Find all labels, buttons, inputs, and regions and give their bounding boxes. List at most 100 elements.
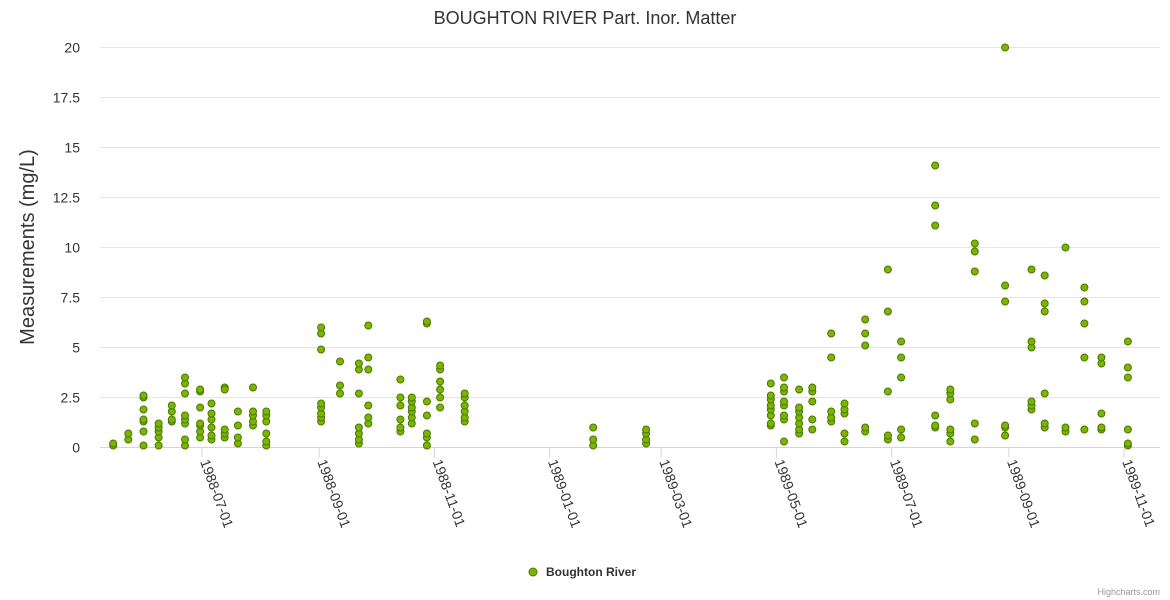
- data-point[interactable]: [196, 419, 205, 428]
- data-point[interactable]: [181, 435, 189, 444]
- data-point[interactable]: [460, 389, 469, 398]
- credits-link[interactable]: Highcharts.com: [1097, 587, 1160, 597]
- data-point[interactable]: [780, 383, 788, 392]
- data-point[interactable]: [883, 431, 892, 440]
- data-point[interactable]: [207, 431, 216, 440]
- data-point[interactable]: [317, 323, 326, 332]
- data-point[interactable]: [249, 407, 257, 416]
- data-point[interactable]: [422, 411, 431, 420]
- data-point[interactable]: [396, 401, 405, 410]
- data-point[interactable]: [196, 403, 205, 412]
- data-point[interactable]: [364, 413, 373, 422]
- data-point[interactable]: [1080, 353, 1089, 362]
- data-point[interactable]: [883, 265, 892, 274]
- data-point[interactable]: [897, 425, 906, 434]
- data-point[interactable]: [109, 439, 118, 448]
- data-point[interactable]: [207, 409, 216, 418]
- legend[interactable]: Boughton River: [528, 565, 636, 579]
- data-point[interactable]: [931, 421, 940, 430]
- data-point[interactable]: [1027, 337, 1036, 346]
- data-point[interactable]: [1001, 43, 1010, 52]
- data-point[interactable]: [808, 425, 817, 434]
- data-point[interactable]: [795, 385, 804, 394]
- data-point[interactable]: [766, 391, 775, 400]
- data-point[interactable]: [233, 407, 242, 416]
- data-point[interactable]: [808, 383, 817, 392]
- data-point[interactable]: [780, 397, 788, 406]
- data-point[interactable]: [780, 373, 788, 382]
- data-point[interactable]: [827, 407, 836, 416]
- data-point[interactable]: [970, 247, 979, 256]
- data-point[interactable]: [139, 415, 148, 424]
- data-point[interactable]: [1097, 409, 1106, 418]
- data-point[interactable]: [436, 361, 445, 370]
- data-point[interactable]: [1001, 297, 1010, 306]
- data-point[interactable]: [1040, 389, 1049, 398]
- data-point[interactable]: [1027, 265, 1036, 274]
- data-point[interactable]: [139, 391, 148, 400]
- data-point[interactable]: [1040, 307, 1049, 316]
- data-point[interactable]: [262, 429, 271, 438]
- data-point[interactable]: [396, 423, 405, 432]
- data-point[interactable]: [861, 329, 870, 338]
- data-point[interactable]: [1123, 363, 1132, 372]
- data-point[interactable]: [249, 383, 257, 392]
- data-point[interactable]: [139, 427, 148, 436]
- data-point[interactable]: [946, 425, 955, 434]
- data-point[interactable]: [196, 385, 205, 394]
- data-point[interactable]: [181, 411, 189, 420]
- data-point[interactable]: [970, 239, 979, 248]
- data-point[interactable]: [139, 441, 148, 450]
- data-point[interactable]: [1027, 397, 1036, 406]
- data-point[interactable]: [422, 317, 431, 326]
- data-point[interactable]: [897, 337, 906, 346]
- data-point[interactable]: [780, 411, 788, 420]
- data-point[interactable]: [795, 403, 804, 412]
- data-point[interactable]: [1123, 373, 1132, 382]
- data-point[interactable]: [827, 329, 836, 338]
- data-point[interactable]: [154, 441, 163, 450]
- data-point[interactable]: [861, 341, 870, 350]
- data-point[interactable]: [436, 385, 445, 394]
- data-point[interactable]: [1123, 425, 1132, 434]
- data-point[interactable]: [317, 345, 326, 354]
- data-point[interactable]: [1080, 425, 1089, 434]
- data-point[interactable]: [589, 435, 598, 444]
- data-point[interactable]: [883, 307, 892, 316]
- data-point[interactable]: [317, 399, 326, 408]
- data-point[interactable]: [233, 421, 242, 430]
- data-point[interactable]: [262, 407, 271, 416]
- data-point[interactable]: [861, 315, 870, 324]
- data-point[interactable]: [407, 393, 416, 402]
- data-point[interactable]: [931, 411, 940, 420]
- data-point[interactable]: [139, 405, 148, 414]
- data-point[interactable]: [1040, 271, 1049, 280]
- data-point[interactable]: [827, 353, 836, 362]
- data-point[interactable]: [460, 401, 469, 410]
- data-point[interactable]: [780, 437, 788, 446]
- data-point[interactable]: [422, 429, 431, 438]
- data-point[interactable]: [354, 359, 363, 368]
- data-point[interactable]: [124, 429, 133, 438]
- data-point[interactable]: [396, 375, 405, 384]
- data-point[interactable]: [931, 201, 940, 210]
- data-point[interactable]: [642, 425, 651, 434]
- data-point[interactable]: [1080, 297, 1089, 306]
- data-point[interactable]: [207, 399, 216, 408]
- data-point[interactable]: [396, 415, 405, 424]
- data-point[interactable]: [970, 435, 979, 444]
- data-point[interactable]: [154, 419, 163, 428]
- data-point[interactable]: [364, 365, 373, 374]
- data-point[interactable]: [1061, 423, 1070, 432]
- data-point[interactable]: [1097, 423, 1106, 432]
- data-point[interactable]: [1040, 299, 1049, 308]
- data-point[interactable]: [336, 381, 344, 390]
- data-point[interactable]: [1080, 319, 1089, 328]
- data-point[interactable]: [1001, 431, 1010, 440]
- data-point[interactable]: [436, 377, 445, 386]
- data-point[interactable]: [897, 373, 906, 382]
- data-point[interactable]: [262, 437, 271, 446]
- data-point[interactable]: [946, 437, 955, 446]
- data-point[interactable]: [364, 321, 373, 330]
- data-point[interactable]: [840, 437, 849, 446]
